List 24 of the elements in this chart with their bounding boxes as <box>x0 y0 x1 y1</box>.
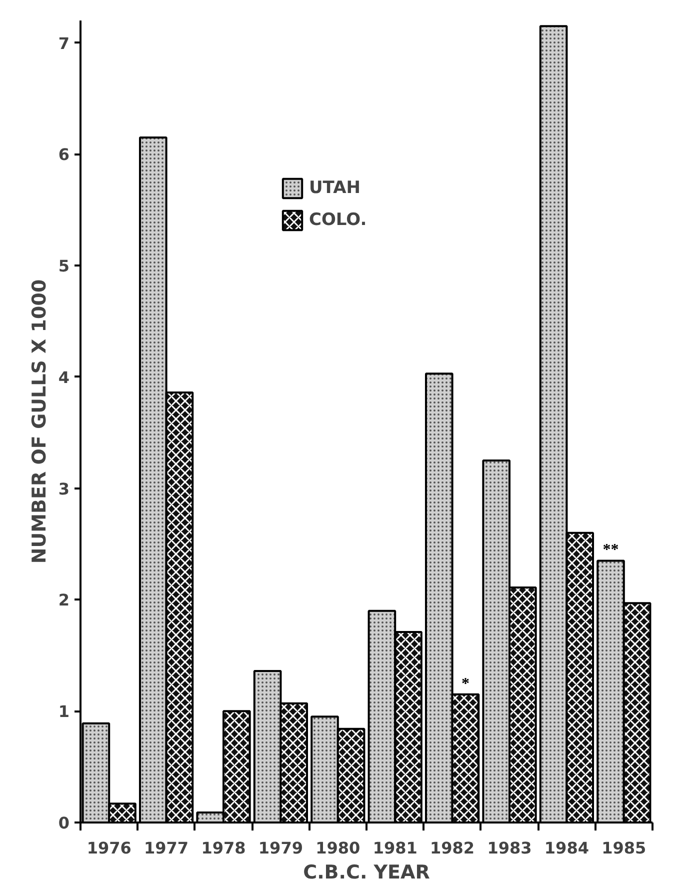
x-tick-label: 1984 <box>544 838 589 858</box>
legend-label: COLO. <box>309 210 367 230</box>
y-tick-label: 7 <box>58 34 70 53</box>
y-tick-label: 1 <box>58 702 70 722</box>
y-tick-label: 4 <box>58 368 70 387</box>
annotation: ** <box>602 542 619 559</box>
x-tick-label: 1985 <box>602 838 646 858</box>
y-tick-label: 3 <box>58 479 70 498</box>
x-tick-label: 1980 <box>316 838 360 858</box>
y-axis-title: NUMBER OF GULLS X 1000 <box>28 279 50 564</box>
x-tick-label: 1982 <box>430 838 475 858</box>
y-tick-label: 0 <box>58 814 70 832</box>
x-axis-title: C.B.C. YEAR <box>303 862 430 884</box>
x-tick-label: 1978 <box>201 838 246 858</box>
x-tick-label: 1983 <box>487 838 532 858</box>
y-tick-label: 2 <box>58 590 70 610</box>
legend-label: UTAH <box>309 178 360 198</box>
y-tick-label: 5 <box>58 256 70 276</box>
x-tick-label: 1979 <box>258 838 303 858</box>
x-tick-label: 1976 <box>86 838 132 858</box>
y-tick-label: 6 <box>58 145 70 164</box>
x-tick-label: 1977 <box>144 838 189 858</box>
annotation: * <box>461 675 470 692</box>
x-tick-label: 1981 <box>372 838 418 858</box>
